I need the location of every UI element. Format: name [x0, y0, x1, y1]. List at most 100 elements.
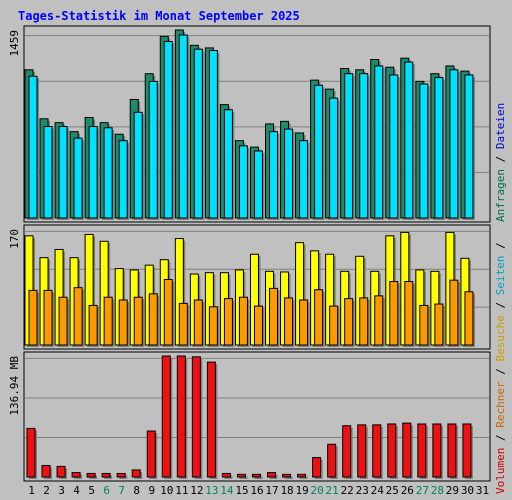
bar-rechner-day-24 [374, 295, 384, 346]
bar-dateien-day-4 [73, 137, 83, 219]
bar-rechner-day-26 [404, 281, 414, 346]
bar-volumen-day-3 [56, 465, 66, 478]
bar-volumen-day-15 [236, 473, 246, 478]
bar-dateien-day-18 [284, 128, 294, 219]
x-tick-label: 13 [205, 484, 218, 497]
x-tick-label: 23 [356, 484, 369, 497]
legend-entry: / [494, 149, 507, 169]
bar-rechner-day-5 [88, 304, 98, 346]
bar-rechner-day-25 [389, 281, 399, 346]
bar-volumen-day-21 [327, 443, 337, 478]
legend-entry: Anfragen [494, 169, 507, 222]
bar-shadow [299, 476, 308, 479]
bar-rechner-day-27 [419, 304, 429, 346]
bar-volumen-day-13 [206, 361, 216, 478]
x-tick-label: 25 [386, 484, 399, 497]
bar-volumen-day-26 [402, 422, 412, 478]
bar-rechner-day-19 [299, 299, 309, 346]
bar-rechner-day-3 [58, 296, 68, 346]
bar-volumen-day-7 [116, 472, 126, 478]
bar-volumen-day-23 [357, 424, 367, 478]
legend-entry: Dateien [494, 103, 507, 149]
bar-rechner-day-6 [103, 296, 113, 346]
bar-rechner-day-13 [208, 306, 218, 346]
bar-rechner-day-28 [434, 303, 444, 346]
bar-volumen-day-10 [161, 355, 171, 478]
legend-entry: / [494, 362, 507, 382]
x-tick-label: 2 [43, 484, 50, 497]
y-axis-max-label: 136.94 MB [8, 356, 21, 416]
x-tick-label: 6 [103, 484, 110, 497]
bar-rechner-day-4 [73, 287, 83, 346]
bar-rechner-day-7 [118, 299, 128, 346]
bar-dateien-day-8 [133, 111, 143, 219]
x-tick-label: 1 [28, 484, 35, 497]
legend-entry: / [494, 428, 507, 448]
bar-volumen-day-22 [342, 425, 352, 478]
bar-rechner-day-15 [238, 296, 248, 346]
x-tick-label: 19 [295, 484, 308, 497]
bar-volumen-day-16 [251, 473, 261, 478]
bar-rechner-day-10 [163, 278, 173, 346]
bar-dateien-day-6 [103, 127, 113, 219]
bar-rechner-day-2 [43, 289, 53, 346]
bar-rechner-day-30 [464, 291, 474, 346]
bar-shadow [239, 476, 248, 479]
bar-rechner-day-17 [269, 287, 279, 346]
chart-panels: 1459 170 136.94 MB [8, 25, 491, 482]
bar-dateien-day-20 [314, 84, 324, 219]
x-tick-label: 26 [401, 484, 414, 497]
legend-entry: / [494, 295, 507, 315]
panel-2: 170 [8, 224, 491, 350]
bar-dateien-day-25 [389, 74, 399, 219]
legend-entry: / [494, 242, 507, 255]
bar-dateien-day-21 [329, 97, 339, 219]
x-tick-label: 29 [446, 484, 459, 497]
bar-dateien-day-9 [148, 80, 158, 219]
bar-volumen-day-6 [101, 472, 111, 478]
bar-rechner-day-16 [253, 305, 263, 346]
bar-dateien-day-11 [178, 34, 188, 219]
bar-dateien-day-16 [253, 150, 263, 219]
bar-dateien-day-7 [118, 140, 128, 219]
bar-dateien-day-15 [238, 145, 248, 219]
bar-volumen-day-27 [417, 423, 427, 478]
bar-volumen-day-9 [146, 430, 156, 478]
x-tick-label: 28 [431, 484, 444, 497]
x-tick-label: 27 [416, 484, 429, 497]
legend-entry: Seiten [494, 256, 507, 296]
x-tick-label: 15 [235, 484, 248, 497]
bar-rechner-day-1 [28, 289, 38, 346]
bar-dateien-day-28 [434, 77, 444, 219]
bar-shadow [284, 476, 293, 479]
bar-dateien-day-13 [208, 49, 218, 219]
legend-right-bottom: Volumen / Rechner / Besuche / Seiten / [494, 242, 507, 494]
bar-volumen-day-29 [447, 423, 457, 478]
bar-volumen-day-8 [131, 469, 141, 478]
bar-rechner-day-21 [329, 305, 339, 346]
x-tick-label: 12 [190, 484, 203, 497]
x-tick-label: 18 [280, 484, 293, 497]
x-tick-label: 21 [326, 484, 339, 497]
bar-rechner-day-23 [359, 297, 369, 346]
bar-dateien-day-24 [374, 65, 384, 219]
bar-dateien-day-14 [223, 109, 233, 219]
bar-rechner-day-11 [178, 302, 188, 346]
x-tick-label: 30 [461, 484, 474, 497]
bar-volumen-day-4 [71, 472, 81, 478]
bar-volumen-day-28 [432, 423, 442, 478]
panel-3: 136.94 MB [8, 351, 491, 482]
bar-dateien-day-19 [299, 140, 309, 219]
bar-dateien-day-12 [193, 48, 203, 219]
bar-volumen-day-19 [297, 473, 307, 478]
bar-dateien-day-2 [43, 126, 53, 219]
bar-dateien-day-3 [58, 126, 68, 219]
bar-dateien-day-17 [269, 131, 279, 219]
chart-title: Tages-Statistik im Monat September 2025 [18, 9, 300, 23]
x-tick-label: 5 [88, 484, 95, 497]
bar-volumen-day-20 [312, 457, 322, 478]
bar-volumen-day-14 [221, 472, 231, 478]
bar-volumen-day-24 [372, 424, 382, 478]
bar-dateien-day-22 [344, 73, 354, 219]
